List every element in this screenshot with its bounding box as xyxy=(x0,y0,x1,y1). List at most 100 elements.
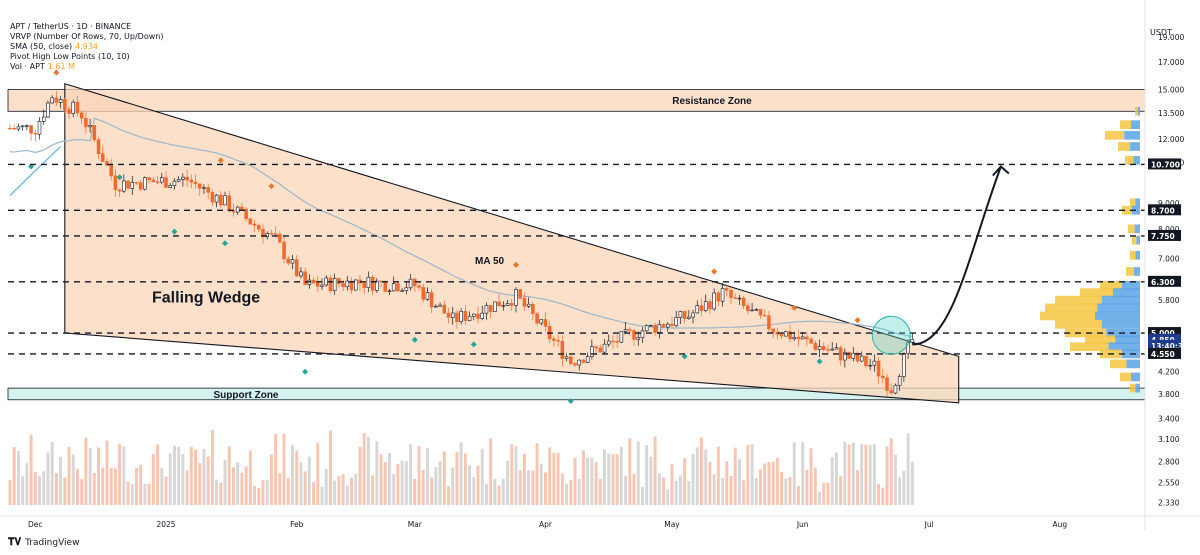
candle[interactable] xyxy=(585,356,590,363)
candle[interactable] xyxy=(84,117,88,128)
candle[interactable] xyxy=(122,180,126,192)
candle[interactable] xyxy=(79,112,84,119)
candle[interactable] xyxy=(737,297,742,300)
candle[interactable] xyxy=(463,311,468,321)
candle[interactable] xyxy=(796,336,801,340)
candle[interactable] xyxy=(552,338,556,341)
candle[interactable] xyxy=(678,311,683,318)
candle[interactable] xyxy=(893,384,898,394)
candle[interactable] xyxy=(408,278,413,289)
candle[interactable] xyxy=(703,301,708,312)
candle[interactable] xyxy=(189,179,194,183)
candle[interactable] xyxy=(345,280,350,288)
candle[interactable] xyxy=(134,181,139,184)
candle[interactable] xyxy=(800,336,805,340)
candle[interactable] xyxy=(316,282,320,287)
candle[interactable] xyxy=(514,289,518,306)
candle[interactable] xyxy=(16,126,21,130)
candle[interactable] xyxy=(109,164,113,177)
candle[interactable] xyxy=(750,309,754,312)
candle[interactable] xyxy=(231,210,236,213)
candle[interactable] xyxy=(784,331,788,337)
level-tag[interactable] xyxy=(1148,339,1181,351)
candle[interactable] xyxy=(214,194,219,203)
candle[interactable] xyxy=(708,301,712,310)
candle[interactable] xyxy=(897,376,902,386)
candle[interactable] xyxy=(269,233,274,235)
candle[interactable] xyxy=(155,181,160,183)
candle[interactable] xyxy=(830,348,834,351)
candle[interactable] xyxy=(113,175,118,191)
candle[interactable] xyxy=(674,317,678,326)
candle[interactable] xyxy=(615,341,619,343)
tradingview-logo[interactable]: 𝐓𝐕 TradingView xyxy=(8,537,79,548)
candle[interactable] xyxy=(817,346,822,350)
candle[interactable] xyxy=(54,97,59,103)
candle[interactable] xyxy=(126,180,130,189)
candle[interactable] xyxy=(143,177,147,190)
candle[interactable] xyxy=(223,195,227,206)
candle[interactable] xyxy=(488,305,493,312)
candle[interactable] xyxy=(560,340,565,359)
candle[interactable] xyxy=(906,341,910,354)
resistance-zone[interactable] xyxy=(7,89,1146,112)
candle[interactable] xyxy=(450,312,455,318)
candle[interactable] xyxy=(46,102,50,118)
candle[interactable] xyxy=(476,313,480,319)
ma50-line[interactable] xyxy=(9,117,913,337)
candle[interactable] xyxy=(725,288,729,291)
candle[interactable] xyxy=(821,346,826,350)
candle[interactable] xyxy=(391,283,396,292)
candle[interactable] xyxy=(569,356,573,364)
candle[interactable] xyxy=(265,233,269,238)
candle[interactable] xyxy=(855,352,860,362)
candle[interactable] xyxy=(138,182,143,190)
candle[interactable] xyxy=(434,305,438,308)
candle[interactable] xyxy=(29,125,33,134)
candle[interactable] xyxy=(290,259,295,264)
candle[interactable] xyxy=(649,324,653,327)
candle[interactable] xyxy=(294,259,299,277)
volume-legend[interactable]: Vol · APT 1.61 M xyxy=(10,62,163,72)
candle[interactable] xyxy=(754,309,759,311)
candle[interactable] xyxy=(602,343,607,353)
candle[interactable] xyxy=(413,278,417,287)
candle[interactable] xyxy=(370,276,375,291)
candle[interactable] xyxy=(581,359,586,363)
candle[interactable] xyxy=(644,325,649,332)
candle[interactable] xyxy=(467,315,472,321)
candle[interactable] xyxy=(353,279,358,291)
candle[interactable] xyxy=(859,355,864,362)
candle[interactable] xyxy=(202,187,206,189)
candle[interactable] xyxy=(147,177,151,181)
candle[interactable] xyxy=(779,334,784,337)
candle[interactable] xyxy=(636,337,641,340)
candle[interactable] xyxy=(518,289,522,299)
candle[interactable] xyxy=(640,330,645,339)
candle[interactable] xyxy=(176,179,181,182)
level-tag[interactable] xyxy=(1148,158,1181,170)
symbol-title[interactable]: APT / TetherUS · 1D · BINANCE xyxy=(10,22,132,31)
candle[interactable] xyxy=(531,303,535,314)
candle[interactable] xyxy=(661,324,666,328)
candle[interactable] xyxy=(864,355,868,367)
candle[interactable] xyxy=(185,176,189,181)
candle[interactable] xyxy=(788,331,792,340)
candle[interactable] xyxy=(311,279,316,284)
candle[interactable] xyxy=(687,316,691,319)
candle[interactable] xyxy=(526,303,531,307)
candle[interactable] xyxy=(383,281,388,292)
candle[interactable] xyxy=(505,303,510,306)
candle[interactable] xyxy=(535,313,539,324)
candle[interactable] xyxy=(497,301,501,307)
candle[interactable] xyxy=(96,139,101,155)
candle[interactable] xyxy=(240,206,244,210)
candle[interactable] xyxy=(261,228,265,238)
candle[interactable] xyxy=(657,324,662,333)
candle[interactable] xyxy=(847,351,851,359)
candle[interactable] xyxy=(63,99,67,110)
candle[interactable] xyxy=(670,323,674,326)
candle[interactable] xyxy=(400,290,404,292)
candle[interactable] xyxy=(809,338,813,344)
candle[interactable] xyxy=(273,233,278,235)
